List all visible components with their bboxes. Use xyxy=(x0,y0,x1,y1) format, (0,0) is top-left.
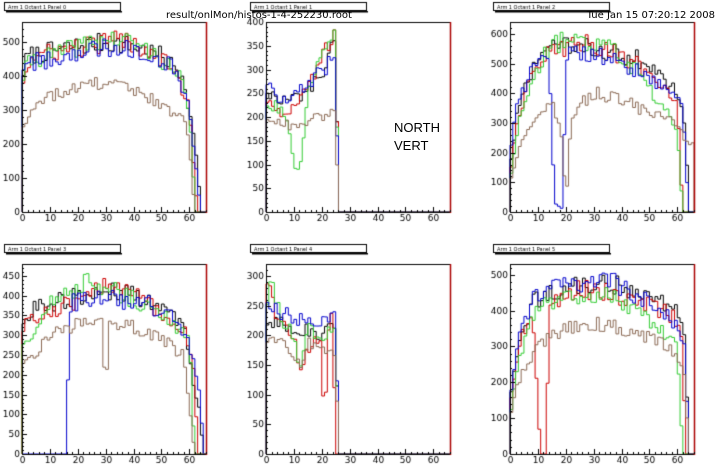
annotation-north: NORTH xyxy=(394,120,440,135)
annotation-vert: VERT xyxy=(394,138,429,153)
root-file-path: result/onlMon/histos-1-4-252230.root xyxy=(166,10,352,21)
timestamp: Tue Jan 15 07:20:12 2008 xyxy=(586,10,715,21)
